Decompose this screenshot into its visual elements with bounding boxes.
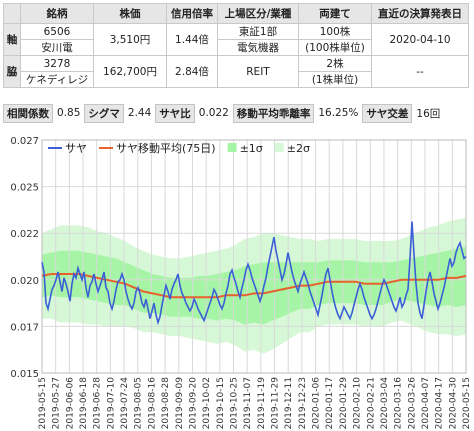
- spread-chart: 0.027 0.025 0.022 0.020 0.017 0.0152019-05-15…: [10, 136, 472, 430]
- x-tick-label: 2019-10-02: [202, 377, 212, 429]
- legend-swatch: [227, 143, 237, 152]
- row-label-axis: 軸: [3, 23, 21, 56]
- correlation-label: 相関係数: [3, 103, 53, 123]
- spread-ratio-value: 0.022: [198, 107, 229, 119]
- series-spread-line: [41, 221, 467, 326]
- x-tick-label: 2019-08-28: [161, 377, 171, 430]
- x-tick-label: 2020-03-04: [380, 377, 390, 430]
- stock-code: 3278: [20, 55, 94, 72]
- x-tick-label: 2019-11-07: [243, 377, 253, 429]
- credit-ratio: 1.44倍: [166, 23, 218, 56]
- spread-ratio-label: サヤ比: [155, 103, 195, 123]
- table-row: ケネディレジ (1株単位): [4, 71, 469, 88]
- hedge-unit: (100株単位): [298, 39, 372, 56]
- table-row: 脇 3278 162,700円 2.84倍 REIT 2株 --: [3, 55, 469, 88]
- y-tick-label: 0.015: [10, 369, 39, 380]
- x-tick-label: 2020-01-29: [339, 377, 349, 430]
- x-tick-label: 2020-04-30: [448, 377, 458, 430]
- table-header-row: 銘柄 株価 信用倍率 上場区分/業種 両建て 直近の決算発表日: [3, 3, 469, 24]
- x-tick-label: 2019-07-10: [106, 377, 116, 430]
- row-label-side: 脇: [3, 55, 21, 88]
- stock-name[interactable]: ケネディレジ: [20, 71, 94, 88]
- x-tick-label: 2020-03-16: [394, 377, 404, 430]
- table-header: [3, 3, 21, 24]
- y-tick-label: 0.020: [10, 276, 39, 287]
- legend-swatch: [274, 143, 284, 152]
- table-header: 株価: [93, 3, 167, 24]
- x-tick-label: 2019-05-15: [38, 377, 48, 429]
- sigma-value: 2.44: [127, 107, 152, 119]
- pair-info-table: 銘柄 株価 信用倍率 上場区分/業種 両建て 直近の決算発表日 軸 6506 3…: [3, 3, 469, 88]
- y-tick-label: 0.027: [10, 136, 39, 147]
- x-tick-label: 2019-10-25: [229, 377, 239, 429]
- x-tick-label: 2019-09-20: [188, 377, 198, 430]
- correlation-value: 0.85: [57, 107, 81, 119]
- stock-name[interactable]: 安川電: [20, 39, 94, 56]
- x-tick-label: 2020-02-10: [353, 377, 363, 430]
- stock-code: 6506: [20, 23, 94, 40]
- market-segment: 東証1部: [217, 23, 299, 40]
- hedge-shares: 2株: [298, 55, 372, 72]
- ma-deviation-value: 16.25%: [318, 107, 359, 119]
- earnings-date: 2020-04-10: [371, 23, 469, 56]
- credit-ratio: 2.84倍: [166, 55, 218, 88]
- stock-price: 3,510円: [93, 23, 167, 56]
- legend-label: サヤ移動平均(75日): [116, 141, 216, 155]
- earnings-date: --: [371, 55, 469, 88]
- x-tick-label: 2019-12-23: [298, 377, 308, 429]
- crossover-label: サヤ交差: [362, 103, 413, 123]
- x-tick-label: 2019-06-18: [79, 377, 89, 430]
- crossover-value: 16回: [416, 107, 441, 120]
- industry: 電気機器: [217, 39, 299, 56]
- x-tick-label: 2020-01-06: [312, 377, 322, 430]
- x-tick-label: 2019-10-15: [216, 377, 226, 429]
- y-tick-label: 0.025: [10, 183, 39, 194]
- x-tick-label: 2020-04-07: [421, 377, 431, 429]
- hedge-unit: (1株単位): [298, 71, 372, 88]
- table-row: 軸 6506 3,510円 1.44倍 東証1部 100株 2020-04-10: [3, 23, 469, 56]
- table-header: 信用倍率: [166, 3, 218, 24]
- sigma-label: シグマ: [84, 103, 124, 123]
- series-ma-line: [41, 273, 467, 299]
- stats-bar: 相関係数 0.85 シグマ 2.44 サヤ比 0.022 移動平均乖離率 16.…: [3, 103, 471, 123]
- stock-price: 162,700円: [93, 55, 167, 88]
- x-tick-label: 2019-07-24: [120, 377, 130, 430]
- ma-deviation-label: 移動平均乖離率: [232, 103, 315, 123]
- x-tick-label: 2020-01-17: [325, 377, 335, 429]
- y-tick-label: 0.022: [10, 229, 39, 240]
- x-tick-label: 2020-05-15: [462, 377, 472, 429]
- x-tick-label: 2020-02-21: [366, 377, 376, 429]
- x-tick-label: 2020-04-17: [435, 377, 445, 429]
- legend-label: ±1σ: [240, 142, 263, 155]
- x-tick-label: 2019-08-16: [147, 377, 157, 430]
- table-header: 両建て: [298, 3, 372, 24]
- x-tick-label: 2019-11-19: [257, 377, 267, 430]
- hedge-shares: 100株: [298, 23, 372, 40]
- table-header: 上場区分/業種: [217, 3, 299, 24]
- legend-label: ±2σ: [287, 142, 310, 155]
- x-tick-label: 2019-06-28: [93, 377, 103, 430]
- x-tick-label: 2019-08-05: [134, 377, 144, 429]
- x-tick-label: 2020-03-26: [407, 377, 417, 430]
- table-header: 銘柄: [20, 3, 94, 24]
- x-tick-label: 2019-11-29: [271, 377, 281, 430]
- table-header: 直近の決算発表日: [371, 3, 469, 24]
- legend-label: サヤ: [65, 142, 87, 155]
- x-tick-label: 2019-05-27: [52, 377, 62, 429]
- x-tick-label: 2019-06-06: [65, 377, 75, 430]
- x-tick-label: 2019-09-09: [175, 377, 185, 430]
- market-segment: REIT: [217, 55, 299, 88]
- x-tick-label: 2019-12-11: [284, 377, 294, 429]
- y-tick-label: 0.017: [10, 322, 39, 333]
